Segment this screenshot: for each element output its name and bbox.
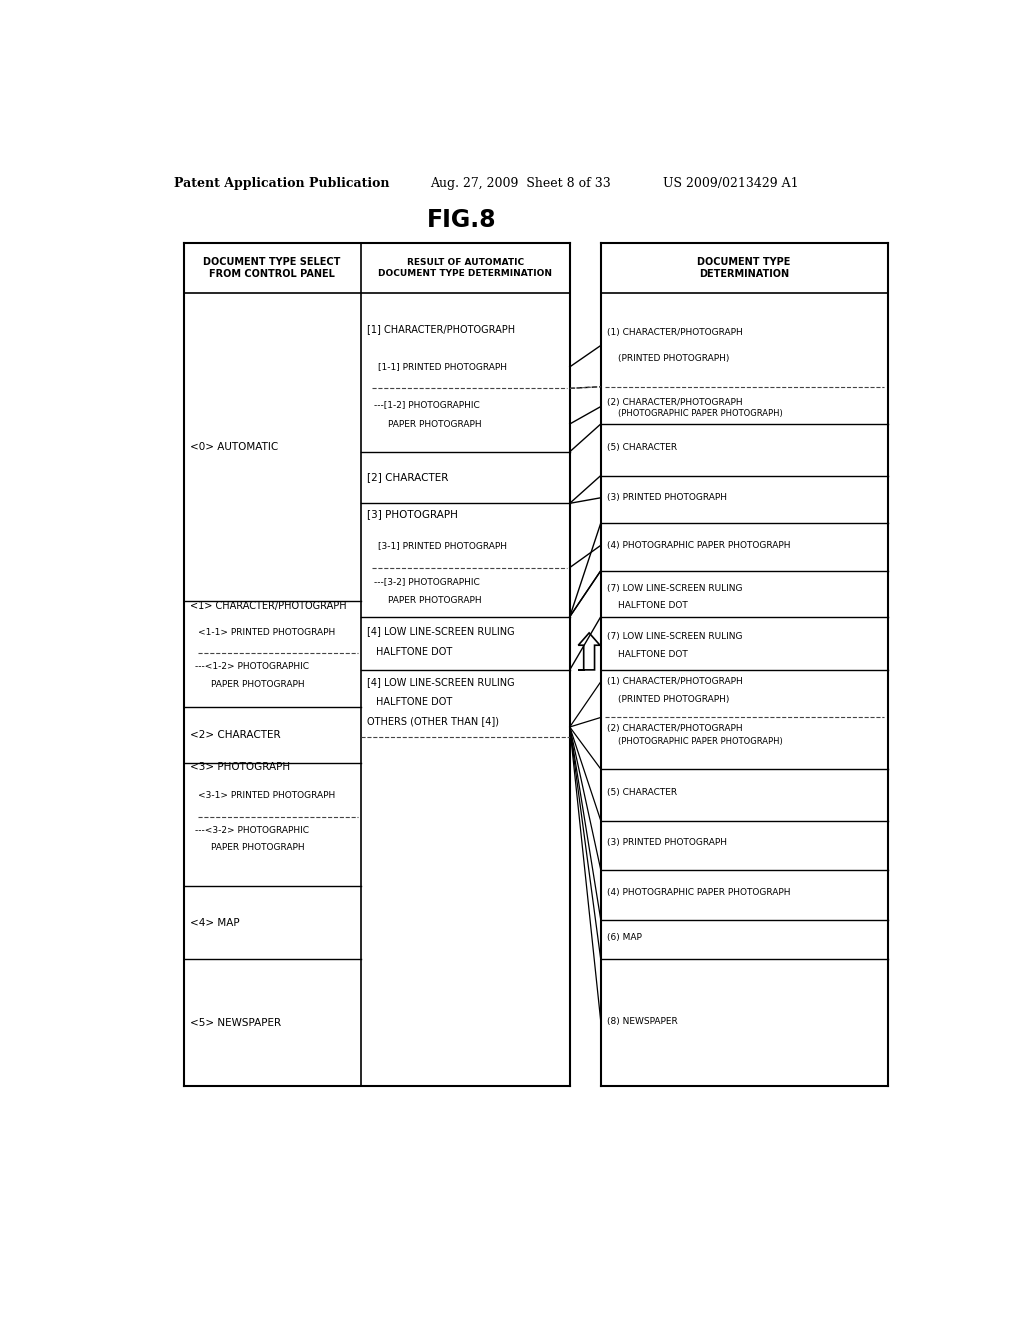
Text: <5> NEWSPAPER: <5> NEWSPAPER — [190, 1018, 282, 1028]
Text: PAPER PHOTOGRAPH: PAPER PHOTOGRAPH — [388, 420, 482, 429]
Text: (PRINTED PHOTOGRAPH): (PRINTED PHOTOGRAPH) — [617, 354, 729, 363]
Text: [1-1] PRINTED PHOTOGRAPH: [1-1] PRINTED PHOTOGRAPH — [378, 363, 507, 371]
Text: <2> CHARACTER: <2> CHARACTER — [190, 730, 281, 741]
Text: OTHERS (OTHER THAN [4]): OTHERS (OTHER THAN [4]) — [367, 717, 499, 726]
Text: (5) CHARACTER: (5) CHARACTER — [607, 442, 677, 451]
Text: (7) LOW LINE-SCREEN RULING: (7) LOW LINE-SCREEN RULING — [607, 632, 742, 642]
Text: DOCUMENT TYPE SELECT
FROM CONTROL PANEL: DOCUMENT TYPE SELECT FROM CONTROL PANEL — [204, 257, 341, 279]
Text: (4) PHOTOGRAPHIC PAPER PHOTOGRAPH: (4) PHOTOGRAPHIC PAPER PHOTOGRAPH — [607, 541, 791, 550]
Text: DOCUMENT TYPE
DETERMINATION: DOCUMENT TYPE DETERMINATION — [697, 257, 791, 279]
Text: PAPER PHOTOGRAPH: PAPER PHOTOGRAPH — [388, 597, 482, 606]
Text: (3) PRINTED PHOTOGRAPH: (3) PRINTED PHOTOGRAPH — [607, 494, 727, 503]
Text: ---<1-2> PHOTOGRAPHIC: ---<1-2> PHOTOGRAPHIC — [195, 663, 308, 671]
Text: (PRINTED PHOTOGRAPH): (PRINTED PHOTOGRAPH) — [617, 694, 729, 704]
Text: [2] CHARACTER: [2] CHARACTER — [367, 473, 449, 482]
Text: <3-1> PRINTED PHOTOGRAPH: <3-1> PRINTED PHOTOGRAPH — [198, 792, 335, 800]
Text: PAPER PHOTOGRAPH: PAPER PHOTOGRAPH — [211, 680, 304, 689]
Text: FIG.8: FIG.8 — [426, 209, 496, 232]
Text: US 2009/0213429 A1: US 2009/0213429 A1 — [663, 177, 799, 190]
Text: <1-1> PRINTED PHOTOGRAPH: <1-1> PRINTED PHOTOGRAPH — [198, 628, 335, 638]
Text: HALFTONE DOT: HALFTONE DOT — [617, 649, 687, 659]
Text: Patent Application Publication: Patent Application Publication — [174, 177, 390, 190]
Text: (4) PHOTOGRAPHIC PAPER PHOTOGRAPH: (4) PHOTOGRAPHIC PAPER PHOTOGRAPH — [607, 888, 791, 898]
Text: ---[1-2] PHOTOGRAPHIC: ---[1-2] PHOTOGRAPHIC — [375, 400, 480, 409]
Text: <3> PHOTOGRAPH: <3> PHOTOGRAPH — [190, 763, 290, 772]
Text: [4] LOW LINE-SCREEN RULING: [4] LOW LINE-SCREEN RULING — [367, 626, 514, 636]
Text: HALFTONE DOT: HALFTONE DOT — [376, 697, 453, 708]
Text: <4> MAP: <4> MAP — [190, 917, 240, 928]
Text: (1) CHARACTER/PHOTOGRAPH: (1) CHARACTER/PHOTOGRAPH — [607, 329, 742, 338]
Text: Aug. 27, 2009  Sheet 8 of 33: Aug. 27, 2009 Sheet 8 of 33 — [430, 177, 611, 190]
Text: RESULT OF AUTOMATIC
DOCUMENT TYPE DETERMINATION: RESULT OF AUTOMATIC DOCUMENT TYPE DETERM… — [378, 259, 552, 277]
Text: (3) PRINTED PHOTOGRAPH: (3) PRINTED PHOTOGRAPH — [607, 838, 727, 847]
Text: (5) CHARACTER: (5) CHARACTER — [607, 788, 677, 796]
Polygon shape — [579, 632, 600, 669]
Text: <0> AUTOMATIC: <0> AUTOMATIC — [190, 442, 279, 451]
Text: ---<3-2> PHOTOGRAPHIC: ---<3-2> PHOTOGRAPHIC — [195, 825, 308, 834]
Text: (6) MAP: (6) MAP — [607, 933, 642, 942]
Text: [1] CHARACTER/PHOTOGRAPH: [1] CHARACTER/PHOTOGRAPH — [367, 323, 515, 334]
Text: PAPER PHOTOGRAPH: PAPER PHOTOGRAPH — [211, 843, 304, 851]
Text: (7) LOW LINE-SCREEN RULING: (7) LOW LINE-SCREEN RULING — [607, 583, 742, 593]
Text: ---[3-2] PHOTOGRAPHIC: ---[3-2] PHOTOGRAPHIC — [375, 577, 480, 586]
Text: (1) CHARACTER/PHOTOGRAPH: (1) CHARACTER/PHOTOGRAPH — [607, 677, 742, 686]
Text: [4] LOW LINE-SCREEN RULING: [4] LOW LINE-SCREEN RULING — [367, 677, 514, 686]
Text: (PHOTOGRAPHIC PAPER PHOTOGRAPH): (PHOTOGRAPHIC PAPER PHOTOGRAPH) — [617, 409, 782, 418]
Text: HALFTONE DOT: HALFTONE DOT — [376, 647, 453, 657]
Text: [3-1] PRINTED PHOTOGRAPH: [3-1] PRINTED PHOTOGRAPH — [378, 541, 507, 550]
Text: [3] PHOTOGRAPH: [3] PHOTOGRAPH — [367, 508, 458, 519]
Text: <1> CHARACTER/PHOTOGRAPH: <1> CHARACTER/PHOTOGRAPH — [190, 602, 347, 611]
Text: (PHOTOGRAPHIC PAPER PHOTOGRAPH): (PHOTOGRAPHIC PAPER PHOTOGRAPH) — [617, 737, 782, 746]
Text: (2) CHARACTER/PHOTOGRAPH: (2) CHARACTER/PHOTOGRAPH — [607, 399, 742, 407]
Text: (2) CHARACTER/PHOTOGRAPH: (2) CHARACTER/PHOTOGRAPH — [607, 725, 742, 733]
Text: HALFTONE DOT: HALFTONE DOT — [617, 601, 687, 610]
Text: (8) NEWSPAPER: (8) NEWSPAPER — [607, 1016, 678, 1026]
